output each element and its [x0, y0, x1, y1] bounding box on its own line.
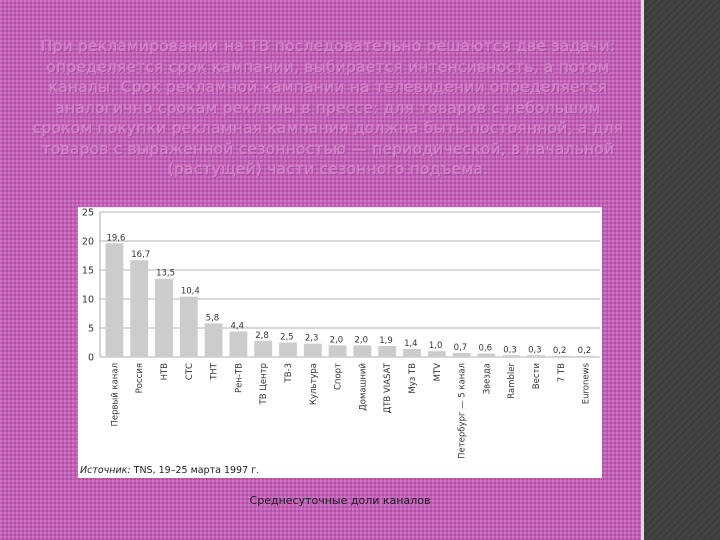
category-label: ТВ-3	[284, 363, 294, 384]
data-label: 10,4	[181, 287, 200, 297]
category-label: ДТВ VIASAT	[383, 362, 393, 413]
data-label: 0,3	[528, 345, 542, 355]
category-label: MTV	[433, 363, 443, 382]
source-prefix: Источник:	[80, 465, 131, 476]
data-label: 2,8	[255, 331, 269, 341]
data-label: 5,8	[206, 313, 220, 323]
category-label: Домашний	[358, 363, 368, 411]
bar	[576, 355, 595, 357]
data-label: 1,0	[429, 341, 443, 351]
bar	[179, 296, 198, 357]
data-label: 0,3	[503, 345, 517, 355]
data-label: 0,2	[578, 346, 592, 356]
bar	[155, 278, 173, 357]
right-side-panel	[641, 0, 720, 540]
bar	[427, 351, 446, 357]
category-label: Euronews	[582, 362, 592, 404]
category-label: Петербург — 5 канал	[458, 363, 468, 459]
data-label: 1,9	[379, 336, 393, 346]
data-label: 1,4	[404, 339, 418, 349]
category-label: Первый канал	[110, 363, 120, 427]
data-label: 0,6	[478, 344, 492, 354]
category-label: СТС	[185, 363, 195, 380]
data-label: 2,0	[330, 335, 344, 345]
slide-paragraph: При рекламировании на ТВ последовательно…	[32, 37, 624, 178]
category-label: Вести	[532, 363, 542, 389]
bar	[254, 340, 273, 357]
bar	[551, 355, 570, 357]
data-label: 4,4	[230, 321, 244, 331]
data-label: 13,5	[156, 269, 175, 279]
data-label: 0,2	[553, 346, 567, 356]
bar	[353, 345, 372, 357]
category-label: Rambler	[507, 363, 517, 399]
data-label: 2,0	[354, 335, 368, 345]
category-label: Звезда	[482, 363, 492, 394]
bar	[204, 323, 223, 357]
category-label: Культура	[309, 363, 319, 405]
bar	[105, 243, 124, 357]
category-label: Спорт	[334, 363, 344, 390]
y-tick-label: 15	[82, 266, 94, 277]
chart-caption: Среднесуточные доли каналов	[249, 494, 431, 507]
category-label: Россия	[135, 363, 145, 393]
bar	[328, 345, 347, 357]
y-tick-label: 5	[88, 324, 94, 335]
data-label: 19,6	[106, 233, 125, 243]
bar	[477, 353, 496, 357]
bar	[403, 348, 421, 357]
category-label: Рен-ТВ	[234, 363, 244, 393]
category-label: 7 ТВ	[557, 363, 567, 382]
data-label: 2,3	[305, 334, 319, 344]
data-label: 16,7	[131, 250, 150, 260]
y-tick-label: 20	[82, 237, 94, 248]
source-text: TNS, 19–25 марта 1997 г.	[130, 465, 260, 476]
category-label: НТВ	[160, 363, 170, 381]
y-tick-label: 0	[88, 353, 94, 364]
data-label: 0,7	[454, 343, 468, 353]
chart-panel: 0 5 10 15 20 25 19,6 Первый канал 16,7 Россия 13,5…	[78, 207, 602, 478]
bar	[452, 352, 471, 357]
bar	[502, 355, 521, 357]
data-label: 2,5	[280, 333, 294, 343]
bar	[303, 343, 322, 357]
bar	[527, 355, 545, 357]
source-note: Источник: TNS, 19–25 марта 1997 г.	[80, 465, 259, 476]
bar	[130, 260, 149, 357]
category-label: ТВ Центр	[259, 363, 269, 405]
category-label: ТНТ	[210, 362, 220, 381]
bar-chart: 0 5 10 15 20 25 19,6 Первый канал 16,7 Россия 13,5…	[82, 208, 600, 459]
y-tick-label: 25	[82, 208, 94, 219]
bar	[229, 331, 248, 357]
bar	[378, 345, 397, 357]
category-label: Муз ТВ	[408, 363, 418, 394]
y-tick-label: 10	[82, 295, 94, 306]
bar	[279, 342, 297, 357]
